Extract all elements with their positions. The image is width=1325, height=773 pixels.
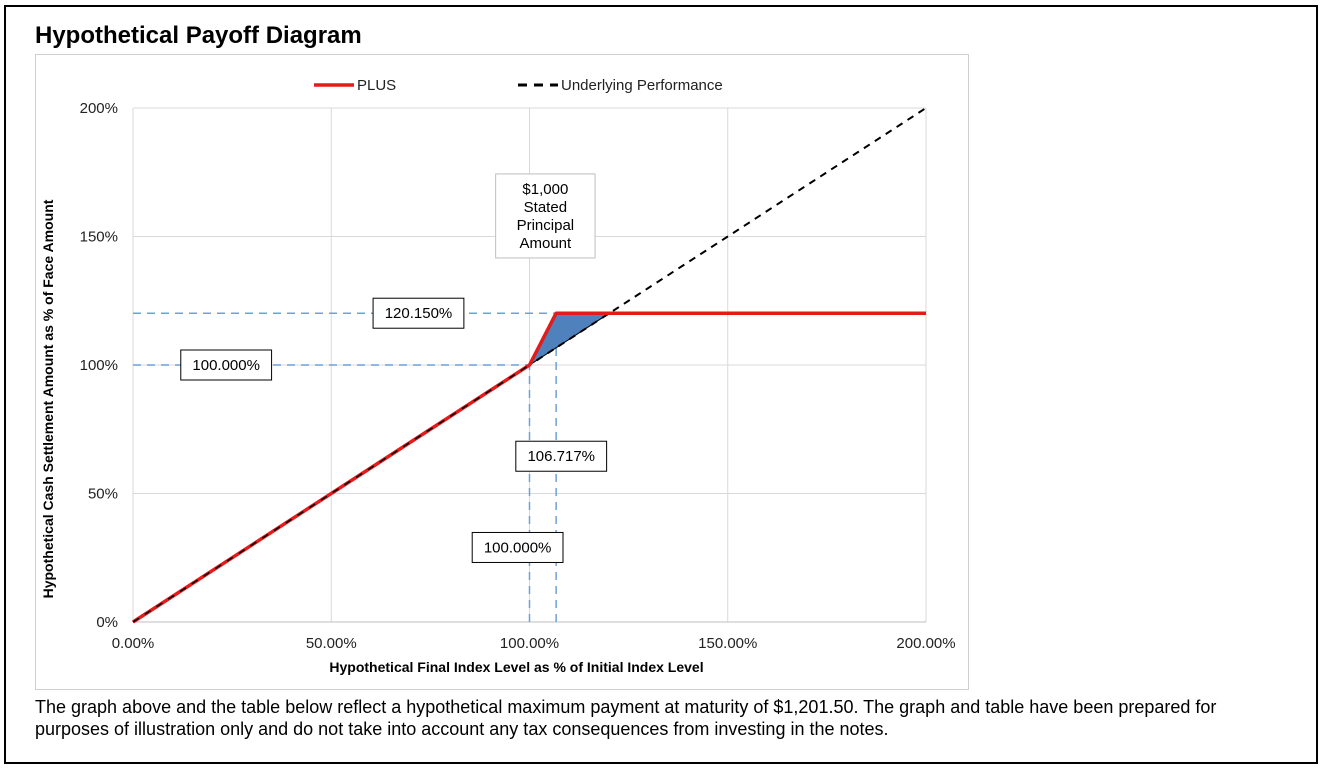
y-tick-label: 150% [80,229,118,246]
page-title: Hypothetical Payoff Diagram [35,22,362,49]
y-axis-label: Hypothetical Cash Settlement Amount as %… [40,199,56,598]
annotation-base_x-text: 100.000% [484,539,552,556]
series-underlying-overlay [132,364,530,623]
figure-frame [4,5,1318,764]
annotation-base_y-box [180,349,273,381]
y-tick-label: 0% [96,614,118,631]
annotation-principal-text: $1,000 [522,181,568,198]
legend-label-plus: PLUS [357,77,396,94]
series-lines [132,107,927,624]
x-tick-label: 200.00% [896,635,955,652]
y-tick-label: 100% [80,357,118,374]
x-tick-label: 100.00% [500,635,559,652]
x-axis-label: Hypothetical Final Index Level as % of I… [329,659,703,675]
y-tick-label: 50% [88,486,118,503]
x-tick-label: 150.00% [698,635,757,652]
x-tick-label: 50.00% [306,635,357,652]
annotation-cap_y-text: 120.150% [385,305,453,322]
annotation-cap_x-box [515,440,608,472]
legend: PLUS Underlying Performance [314,77,723,94]
chart-area [35,54,969,690]
annotation-principal-text: Amount [520,235,573,252]
annotation-principal-box [495,173,596,259]
annotation-cap_y-box [372,297,465,329]
caption-text: The graph above and the table below refl… [35,697,1217,739]
legend-label-underlying: Underlying Performance [561,77,723,94]
annotation-base_y-text: 100.000% [192,357,260,374]
y-tick-label: 200% [80,100,118,117]
annotation-principal-text: Principal [517,217,575,234]
annotation-principal-text: Stated [524,199,567,216]
payoff-chart: 0.00% 50.00% 100.00% 150.00% 200.00% 0% 50% 100… [40,77,956,675]
annotation-base_x-box [471,531,564,563]
series-plus [132,311,926,624]
tick-labels: 0.00% 50.00% 100.00% 150.00% 200.00% 0% 50% 100… [80,100,956,652]
x-tick-label: 0.00% [112,635,155,652]
annotation-cap_x-text: 106.717% [527,448,595,465]
